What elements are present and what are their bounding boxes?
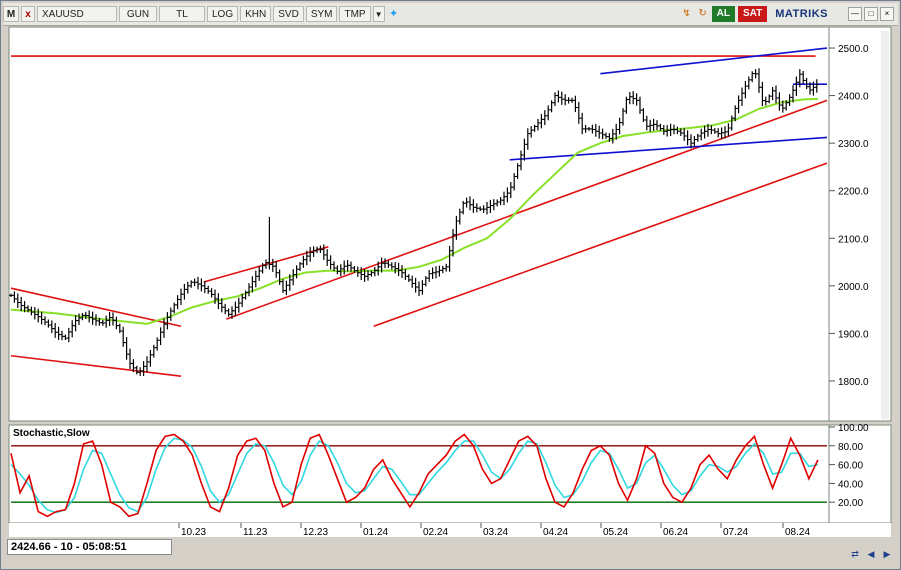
price-bars (9, 68, 819, 377)
stoch-k-line (10, 433, 819, 518)
price-tick-label: 2400.0 (838, 92, 869, 103)
price-tick-label: 2500.0 (838, 44, 869, 55)
sync-icon[interactable]: ⇄ (851, 549, 859, 559)
sell-button[interactable]: SAT (737, 6, 768, 22)
toolbar-right: ↯ ↻ AL SAT MATRIKS — □ × (680, 6, 894, 22)
trendline-red (226, 99, 828, 320)
price-axis-ticks: 1800.0 1900.0 2000.0 2100.0 2200.0 2300.0 2400… (829, 44, 869, 388)
brand-logo: MATRIKS (775, 8, 828, 20)
stoch-tick-label: 60.00 (838, 461, 863, 472)
price-bar (814, 79, 819, 93)
stoch-tick-label: 100.00 (838, 423, 869, 434)
price-tick-label: 1900.0 (838, 329, 869, 340)
svd-button[interactable]: SVD (273, 6, 304, 22)
stoch-tick-label: 40.00 (838, 479, 863, 490)
close-window-icon[interactable]: × (880, 7, 894, 21)
x-tick-label: 03.24 (483, 527, 508, 538)
stoch-axis-ticks: 20.00 40.00 60.00 80.00 100.00 (829, 423, 869, 509)
price-plot-area (8, 26, 830, 422)
price-tick-label: 2200.0 (838, 187, 869, 198)
minimize-icon[interactable]: — (848, 7, 862, 21)
scroll-left-icon[interactable]: ◀ (867, 549, 875, 559)
x-axis-area (9, 523, 891, 537)
x-tick-label: 11.23 (243, 527, 268, 538)
stoch-plot-area (8, 424, 830, 524)
status-readout: 2424.66 - 10 - 05:08:51 (7, 539, 172, 555)
price-tick-label: 2300.0 (838, 139, 869, 150)
stoch-title: Stochastic,Slow (13, 428, 90, 439)
x-tick-label: 07.24 (723, 527, 748, 538)
x-tick-label: 10.23 (181, 527, 206, 538)
x-tick-label: 02.24 (423, 527, 448, 538)
trendlines (10, 47, 828, 377)
trendline-red (373, 162, 828, 328)
stoch-levels (11, 445, 827, 503)
stoch-tick-label: 80.00 (838, 442, 863, 453)
twitter-icon[interactable]: ✦ (388, 8, 399, 20)
currency-button[interactable]: TL (159, 6, 205, 22)
price-tick-label: 2100.0 (838, 234, 869, 245)
refresh-icon[interactable]: ↻ (698, 8, 707, 19)
symbol-field[interactable]: XAUUSD (37, 6, 117, 22)
trendline-blue (600, 47, 828, 75)
x-tick-label: 12.23 (303, 527, 328, 538)
sym-button[interactable]: SYM (305, 6, 338, 22)
stoch-d-line (10, 437, 819, 514)
price-tick-label: 2000.0 (838, 282, 869, 293)
x-tick-label: 06.24 (663, 527, 688, 538)
x-tick-label: 08.24 (785, 527, 810, 538)
trendline-blue (509, 136, 828, 161)
stoch-lines (10, 433, 819, 518)
nav-controls: ⇄ ◀ ▶ (846, 547, 894, 561)
buy-button[interactable]: AL (711, 6, 735, 22)
price-axis-area (828, 26, 892, 422)
trendline-red (10, 354, 182, 377)
price-tick-label: 1800.0 (838, 377, 869, 388)
tmp-button[interactable]: TMP (339, 6, 371, 22)
lightning-icon[interactable]: ↯ (682, 8, 691, 19)
x-tick-label: 04.24 (543, 527, 568, 538)
x-tick-label: 01.24 (363, 527, 388, 538)
period-button[interactable]: GUN (119, 6, 157, 22)
menu-button[interactable]: M (3, 6, 19, 22)
close-symbol-icon[interactable]: x (21, 6, 35, 22)
x-axis-ticks: 10.23 11.23 12.23 01.24 02.24 03.24 04.24 05.24… (178, 523, 810, 538)
price-scrollbar[interactable] (881, 31, 889, 419)
maximize-icon[interactable]: □ (864, 7, 878, 21)
trendline-red (10, 287, 182, 328)
log-button[interactable]: LOG (207, 6, 239, 22)
scroll-right-icon[interactable]: ▶ (883, 549, 891, 559)
stoch-tick-label: 20.00 (838, 498, 863, 509)
toolbar: M x XAUUSD GUN TL LOG KHN SVD SYM TMP ▼ … (3, 3, 898, 26)
x-tick-label: 05.24 (603, 527, 628, 538)
khn-button[interactable]: KHN (240, 6, 272, 22)
dropdown-arrow-icon[interactable]: ▼ (372, 6, 385, 22)
